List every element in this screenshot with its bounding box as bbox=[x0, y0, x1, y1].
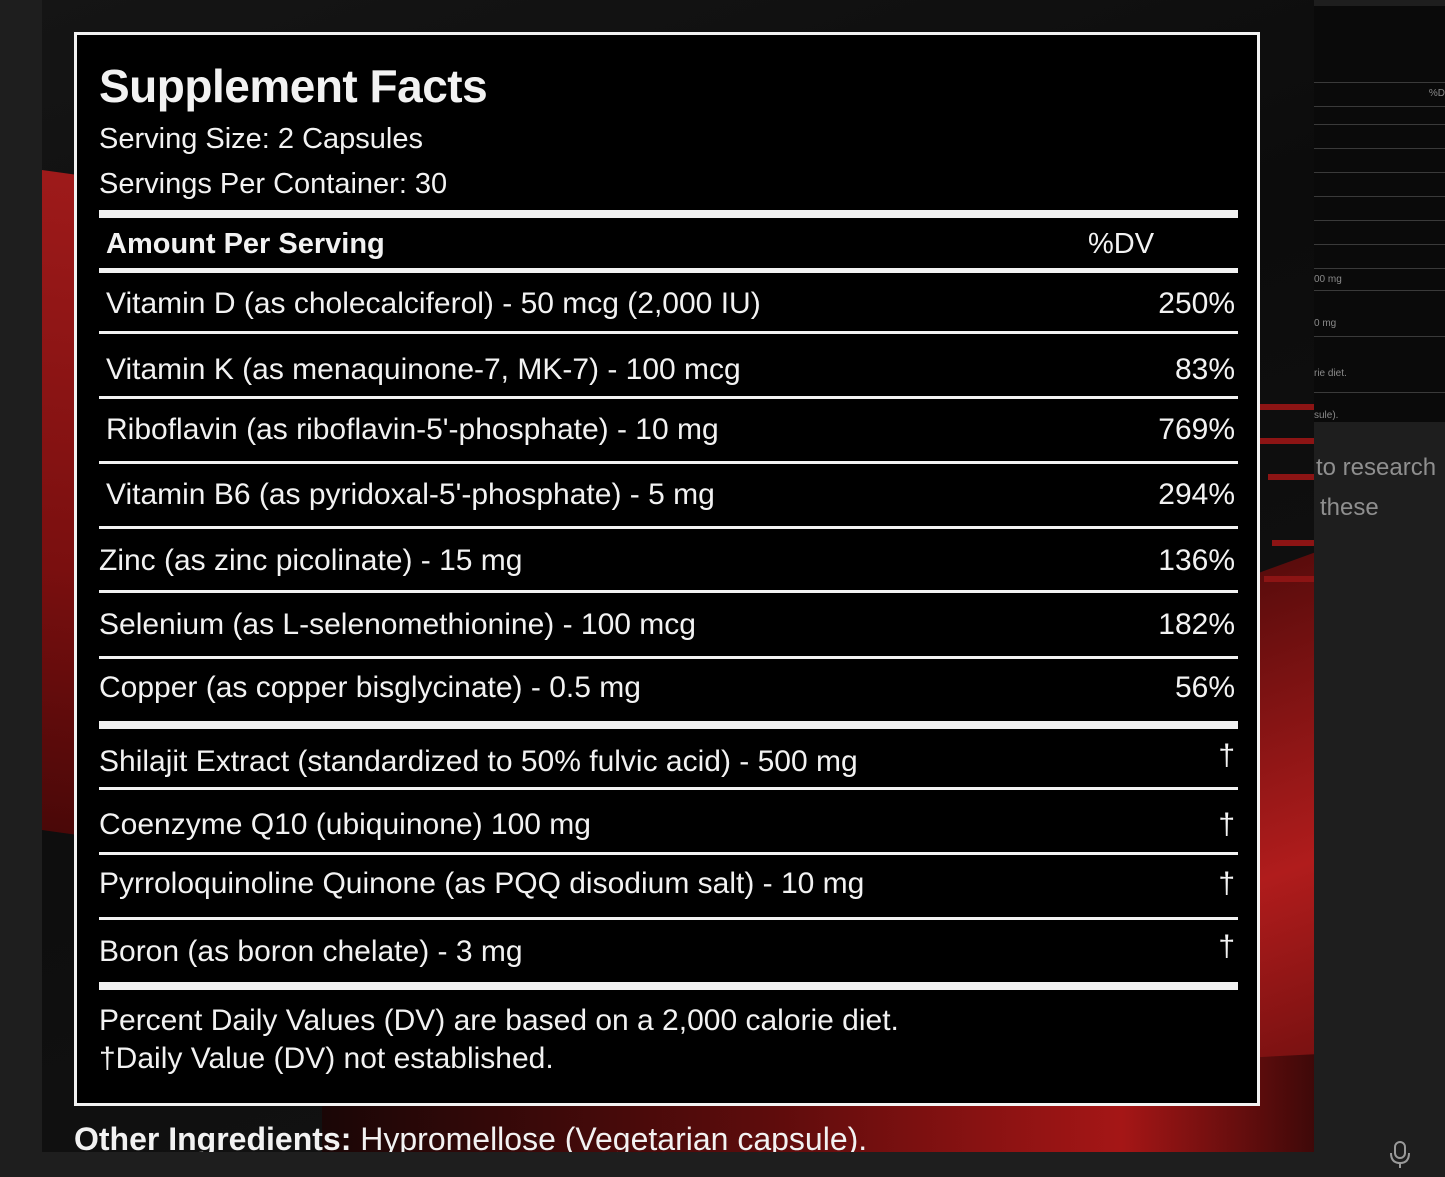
decor-stripe bbox=[1256, 404, 1314, 410]
servings-per-container: Servings Per Container: 30 bbox=[99, 168, 448, 200]
nutrient-dv: 182% bbox=[1158, 608, 1235, 641]
side-partial-text: to research bbox=[1316, 454, 1437, 481]
ingredient-name: Pyrroloquinoline Quinone (as PQQ disodiu… bbox=[99, 867, 865, 900]
side-panel-row-text: rie diet. bbox=[1314, 368, 1347, 379]
nutrient-name: Vitamin D (as cholecalciferol) - 50 mcg … bbox=[106, 287, 761, 320]
dv-header: %DV bbox=[1088, 228, 1155, 260]
nutrient-name: Selenium (as L-selenomethionine) - 100 m… bbox=[99, 608, 696, 641]
ingredient-dv: † bbox=[1218, 808, 1235, 841]
side-panel-row-text: 00 mg bbox=[1314, 274, 1342, 285]
row-divider bbox=[99, 461, 1238, 464]
side-partial-text: these bbox=[1320, 494, 1379, 521]
thick-divider bbox=[99, 982, 1238, 990]
row-divider bbox=[99, 656, 1238, 659]
ingredient-name: Coenzyme Q10 (ubiquinone) 100 mg bbox=[99, 808, 591, 841]
other-ingredients: Other Ingredients: Hypromellose (Vegetar… bbox=[74, 1118, 867, 1152]
other-ingredients-value: Hypromellose (Vegetarian capsule). bbox=[351, 1121, 868, 1152]
header-divider bbox=[99, 268, 1238, 273]
side-panel-row-text: sule). bbox=[1314, 410, 1339, 421]
nutrient-name: Riboflavin (as riboflavin-5'-phosphate) … bbox=[106, 413, 719, 446]
decor-stripe bbox=[1260, 438, 1314, 444]
adjacent-facts-panel: %D 00 mg 0 mg rie diet. sule). bbox=[1314, 6, 1445, 422]
page-bottom-bar bbox=[0, 1152, 1445, 1177]
decor-stripe bbox=[1268, 474, 1314, 480]
other-ingredients-label: Other Ingredients: bbox=[74, 1121, 352, 1152]
nutrient-dv: 56% bbox=[1174, 671, 1235, 704]
side-panel-row-text: 0 mg bbox=[1314, 318, 1337, 329]
row-divider bbox=[99, 396, 1238, 399]
nutrient-dv: 294% bbox=[1158, 478, 1235, 511]
nutrient-name: Vitamin K (as menaquinone-7, MK-7) - 100… bbox=[106, 353, 741, 386]
microphone-icon[interactable] bbox=[1389, 1140, 1411, 1170]
row-divider bbox=[99, 331, 1238, 334]
nutrient-dv: 769% bbox=[1158, 413, 1235, 446]
supplement-facts-panel: Supplement Facts Serving Size: 2 Capsule… bbox=[74, 32, 1260, 1106]
nutrient-name: Copper (as copper bisglycinate) - 0.5 mg bbox=[99, 671, 641, 704]
facts-title: Supplement Facts bbox=[99, 60, 488, 112]
nutrient-dv: 250% bbox=[1158, 287, 1235, 320]
nutrient-name: Zinc (as zinc picolinate) - 15 mg bbox=[99, 544, 523, 577]
row-divider bbox=[99, 590, 1238, 593]
decor-stripe bbox=[1264, 576, 1314, 582]
ingredient-dv: † bbox=[1218, 739, 1235, 772]
amount-per-serving-header: Amount Per Serving bbox=[106, 228, 385, 260]
dagger-footnote: †Daily Value (DV) not established. bbox=[99, 1042, 554, 1075]
ingredient-dv: † bbox=[1218, 930, 1235, 963]
ingredient-name: Shilajit Extract (standardized to 50% fu… bbox=[99, 745, 858, 778]
dv-footnote: Percent Daily Values (DV) are based on a… bbox=[99, 1004, 899, 1037]
row-divider bbox=[99, 526, 1238, 529]
decor-stripe bbox=[1272, 540, 1314, 546]
side-panel-col-hint: %D bbox=[1428, 88, 1445, 99]
serving-size: Serving Size: 2 Capsules bbox=[99, 123, 423, 155]
row-divider bbox=[99, 787, 1238, 790]
nutrient-name: Vitamin B6 (as pyridoxal-5'-phosphate) -… bbox=[106, 478, 715, 511]
nutrient-dv: 136% bbox=[1158, 544, 1235, 577]
ingredient-dv: † bbox=[1218, 867, 1235, 900]
row-divider bbox=[99, 917, 1238, 920]
row-divider bbox=[99, 852, 1238, 855]
thick-divider bbox=[99, 210, 1238, 218]
thick-divider bbox=[99, 721, 1238, 729]
ingredient-name: Boron (as boron chelate) - 3 mg bbox=[99, 935, 523, 968]
nutrient-dv: 83% bbox=[1174, 353, 1235, 386]
